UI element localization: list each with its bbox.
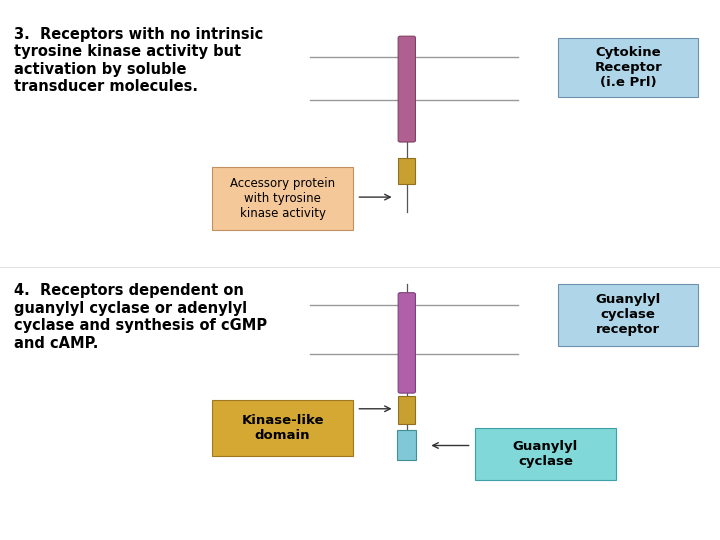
Bar: [397, 430, 416, 460]
Text: Kinase-like
domain: Kinase-like domain: [241, 414, 324, 442]
Text: Accessory protein
with tyrosine
kinase activity: Accessory protein with tyrosine kinase a…: [230, 177, 336, 220]
Bar: [398, 158, 415, 184]
Text: Guanylyl
cyclase: Guanylyl cyclase: [513, 440, 578, 468]
Bar: [212, 167, 353, 230]
Text: 4.  Receptors dependent on
guanylyl cyclase or adenylyl
cyclase and synthesis of: 4. Receptors dependent on guanylyl cycla…: [14, 284, 268, 350]
Text: Guanylyl
cyclase
receptor: Guanylyl cyclase receptor: [595, 293, 661, 336]
Bar: [212, 400, 353, 456]
Text: Cytokine
Receptor
(i.e Prl): Cytokine Receptor (i.e Prl): [594, 46, 662, 89]
Bar: [398, 396, 415, 424]
Bar: [558, 284, 698, 346]
Bar: [475, 428, 616, 480]
Bar: [558, 38, 698, 97]
FancyBboxPatch shape: [398, 293, 415, 393]
Text: 3.  Receptors with no intrinsic
tyrosine kinase activity but
activation by solub: 3. Receptors with no intrinsic tyrosine …: [14, 27, 264, 94]
FancyBboxPatch shape: [398, 36, 415, 142]
